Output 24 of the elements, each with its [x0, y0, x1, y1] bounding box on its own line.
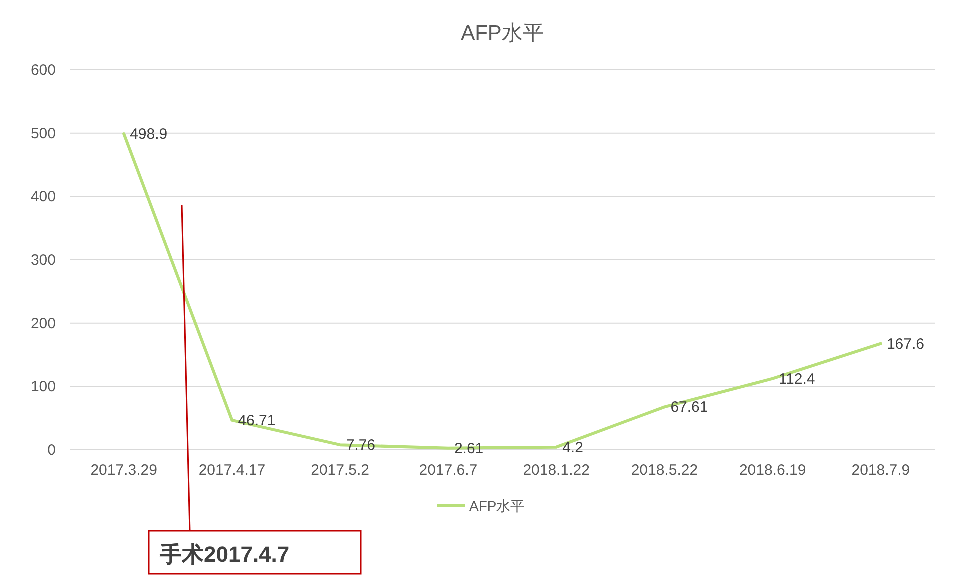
y-tick-label: 200	[30, 315, 56, 332]
x-tick-label: 2017.6.7	[419, 462, 478, 479]
data-label: 112.4	[778, 370, 816, 388]
data-label: 46.71	[238, 412, 276, 430]
data-label: 67.61	[670, 399, 708, 416]
text: 手术2017.4.7	[159, 542, 290, 567]
x-tick-label: 2018.1.22	[523, 462, 590, 479]
data-label: 167.6	[886, 336, 924, 353]
x-tick-label: 2018.6.19	[739, 462, 806, 479]
x-tick-label: 2017.4.17	[198, 462, 266, 479]
x-tick-label: 2017.5.2	[311, 462, 370, 479]
data-label: 498.9	[130, 126, 168, 144]
x-tick-label: 2018.7.9	[852, 462, 910, 479]
y-tick-label: 300	[30, 252, 56, 269]
x-tick-label: 2017.3.29	[90, 462, 158, 479]
y-tick-label: 0	[48, 442, 56, 459]
y-tick-label: 100	[30, 378, 56, 396]
y-tick-label: 400	[30, 188, 56, 206]
chart-title: AFP水平	[461, 22, 544, 45]
data-label: 4.2	[562, 439, 584, 456]
y-tick-label: 500	[30, 125, 56, 142]
legend-label: AFP水平	[470, 498, 525, 514]
x-tick-label: 2018.5.22	[631, 462, 698, 479]
y-tick-label: 600	[30, 62, 56, 79]
